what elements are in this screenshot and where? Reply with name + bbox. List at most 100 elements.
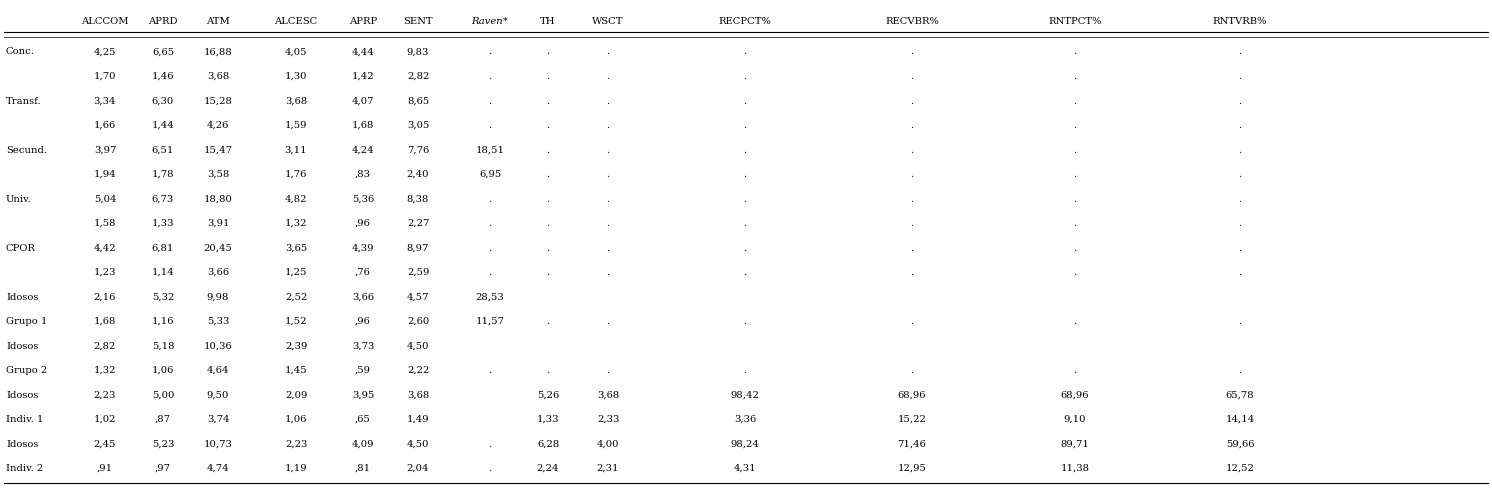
Text: .: . <box>488 96 491 106</box>
Text: .: . <box>743 72 746 81</box>
Text: .: . <box>910 366 913 375</box>
Text: 5,36: 5,36 <box>352 195 374 204</box>
Text: Raven*: Raven* <box>471 17 509 27</box>
Text: 5,00: 5,00 <box>152 390 175 400</box>
Text: 2,27: 2,27 <box>407 219 430 228</box>
Text: Secund.: Secund. <box>6 146 48 155</box>
Text: 1,16: 1,16 <box>152 317 175 326</box>
Text: 6,30: 6,30 <box>152 96 175 106</box>
Text: RNTPCT%: RNTPCT% <box>1049 17 1101 27</box>
Text: .: . <box>488 72 491 81</box>
Text: .: . <box>910 195 913 204</box>
Text: 3,68: 3,68 <box>207 72 230 81</box>
Text: 3,68: 3,68 <box>597 390 619 400</box>
Text: WSCT: WSCT <box>592 17 624 27</box>
Text: 3,34: 3,34 <box>94 96 116 106</box>
Text: 6,95: 6,95 <box>479 170 501 179</box>
Text: ,65: ,65 <box>355 415 372 424</box>
Text: .: . <box>910 170 913 179</box>
Text: 4,05: 4,05 <box>285 47 307 56</box>
Text: 1,23: 1,23 <box>94 268 116 277</box>
Text: 1,52: 1,52 <box>285 317 307 326</box>
Text: .: . <box>1238 121 1241 130</box>
Text: 5,32: 5,32 <box>152 292 175 301</box>
Text: ,87: ,87 <box>155 415 172 424</box>
Text: 5,33: 5,33 <box>207 317 230 326</box>
Text: .: . <box>743 366 746 375</box>
Text: 1,32: 1,32 <box>285 219 307 228</box>
Text: 2,24: 2,24 <box>537 464 560 473</box>
Text: 4,24: 4,24 <box>352 146 374 155</box>
Text: 16,88: 16,88 <box>203 47 233 56</box>
Text: .: . <box>488 121 491 130</box>
Text: .: . <box>606 244 610 252</box>
Text: .: . <box>606 268 610 277</box>
Text: RECPCT%: RECPCT% <box>719 17 771 27</box>
Text: .: . <box>1238 366 1241 375</box>
Text: 3,68: 3,68 <box>285 96 307 106</box>
Text: 1,33: 1,33 <box>152 219 175 228</box>
Text: .: . <box>606 219 610 228</box>
Text: 1,78: 1,78 <box>152 170 175 179</box>
Text: .: . <box>546 47 549 56</box>
Text: 71,46: 71,46 <box>898 440 927 449</box>
Text: 2,09: 2,09 <box>285 390 307 400</box>
Text: .: . <box>488 195 491 204</box>
Text: 8,65: 8,65 <box>407 96 430 106</box>
Text: .: . <box>488 464 491 473</box>
Text: ,96: ,96 <box>355 317 372 326</box>
Text: 2,04: 2,04 <box>407 464 430 473</box>
Text: 1,06: 1,06 <box>152 366 175 375</box>
Text: 4,57: 4,57 <box>407 292 430 301</box>
Text: TH: TH <box>540 17 555 27</box>
Text: ,83: ,83 <box>355 170 372 179</box>
Text: 10,73: 10,73 <box>203 440 233 449</box>
Text: .: . <box>488 440 491 449</box>
Text: .: . <box>546 96 549 106</box>
Text: Transf.: Transf. <box>6 96 42 106</box>
Text: 9,98: 9,98 <box>207 292 230 301</box>
Text: .: . <box>910 72 913 81</box>
Text: 6,28: 6,28 <box>537 440 560 449</box>
Text: 4,64: 4,64 <box>207 366 230 375</box>
Text: .: . <box>1238 195 1241 204</box>
Text: 1,45: 1,45 <box>285 366 307 375</box>
Text: 98,24: 98,24 <box>731 440 759 449</box>
Text: 4,31: 4,31 <box>734 464 756 473</box>
Text: 14,14: 14,14 <box>1225 415 1255 424</box>
Text: .: . <box>488 366 491 375</box>
Text: .: . <box>546 195 549 204</box>
Text: CPOR: CPOR <box>6 244 36 252</box>
Text: 1,33: 1,33 <box>537 415 560 424</box>
Text: 7,76: 7,76 <box>407 146 430 155</box>
Text: .: . <box>1073 146 1077 155</box>
Text: .: . <box>743 121 746 130</box>
Text: 1,66: 1,66 <box>94 121 116 130</box>
Text: 3,58: 3,58 <box>207 170 230 179</box>
Text: APRD: APRD <box>148 17 178 27</box>
Text: ALCESC: ALCESC <box>275 17 318 27</box>
Text: 1,68: 1,68 <box>94 317 116 326</box>
Text: 6,81: 6,81 <box>152 244 175 252</box>
Text: 1,25: 1,25 <box>285 268 307 277</box>
Text: 3,68: 3,68 <box>407 390 430 400</box>
Text: .: . <box>743 244 746 252</box>
Text: 4,00: 4,00 <box>597 440 619 449</box>
Text: .: . <box>1238 47 1241 56</box>
Text: .: . <box>743 317 746 326</box>
Text: 3,74: 3,74 <box>207 415 230 424</box>
Text: ,81: ,81 <box>355 464 372 473</box>
Text: 3,95: 3,95 <box>352 390 374 400</box>
Text: .: . <box>546 72 549 81</box>
Text: 8,38: 8,38 <box>407 195 430 204</box>
Text: 3,66: 3,66 <box>352 292 374 301</box>
Text: 65,78: 65,78 <box>1226 390 1255 400</box>
Text: .: . <box>1073 195 1077 204</box>
Text: ,76: ,76 <box>355 268 372 277</box>
Text: .: . <box>606 96 610 106</box>
Text: 1,14: 1,14 <box>152 268 175 277</box>
Text: 2,52: 2,52 <box>285 292 307 301</box>
Text: 15,47: 15,47 <box>203 146 233 155</box>
Text: 4,50: 4,50 <box>407 440 430 449</box>
Text: 3,36: 3,36 <box>734 415 756 424</box>
